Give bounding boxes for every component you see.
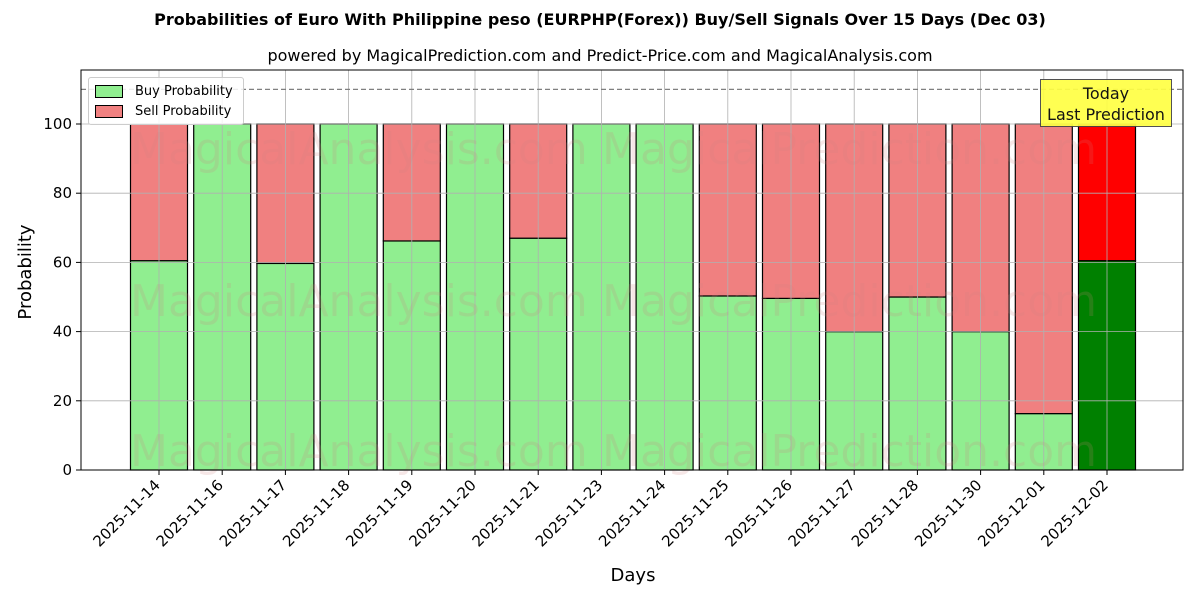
y-tick-label: 100	[43, 115, 72, 133]
y-tick-label: 60	[53, 253, 72, 271]
x-tick-label: 2025-11-24	[595, 476, 669, 550]
watermark-text: MagicalPrediction.com	[602, 276, 1097, 327]
x-tick-label: 2025-11-27	[785, 476, 859, 550]
chart-subtitle: powered by MagicalPrediction.com and Pre…	[267, 46, 933, 65]
y-axis-label: Probability	[15, 224, 36, 319]
x-tick-label: 2025-11-18	[279, 476, 353, 550]
watermark-text: MagicalPrediction.com	[602, 124, 1097, 175]
x-tick-label: 2025-11-14	[89, 476, 163, 550]
legend: Buy Probability Sell Probability	[88, 77, 244, 125]
y-tick-label: 40	[53, 323, 72, 341]
legend-label-sell: Sell Probability	[135, 103, 232, 119]
annotation-line-1: Today	[1082, 84, 1130, 103]
x-tick-label: 2025-11-20	[405, 476, 479, 550]
x-tick-label: 2025-11-30	[911, 476, 985, 550]
x-tick-label: 2025-11-23	[532, 476, 606, 550]
legend-item-buy: Buy Probability	[95, 83, 233, 99]
sell-swatch	[95, 104, 123, 118]
watermark-text: MagicalAnalysis.com	[130, 426, 588, 477]
y-tick-label: 20	[53, 392, 72, 410]
chart-title: Probabilities of Euro With Philippine pe…	[154, 10, 1046, 29]
x-tick-label: 2025-11-16	[153, 476, 227, 550]
buy-swatch	[95, 84, 123, 98]
y-tick-label: 0	[62, 461, 72, 479]
plot-frame	[80, 69, 1184, 471]
watermark-text: MagicalAnalysis.com	[130, 124, 588, 175]
legend-item-sell: Sell Probability	[95, 103, 231, 119]
x-tick-label: 2025-12-01	[974, 476, 1048, 550]
x-tick-label: 2025-11-21	[469, 476, 543, 550]
x-tick-label: 2025-12-02	[1037, 476, 1111, 550]
x-tick-label: 2025-11-17	[216, 476, 290, 550]
x-tick-label: 2025-11-19	[342, 476, 416, 550]
watermark-text: MagicalAnalysis.com	[130, 276, 588, 327]
x-tick-label: 2025-11-28	[848, 476, 922, 550]
annotation-line-2: Last Prediction	[1047, 105, 1165, 124]
y-tick-label: 80	[53, 184, 72, 202]
x-tick-label: 2025-11-26	[721, 476, 795, 550]
x-axis-label: Days	[611, 565, 656, 586]
watermark-text: MagicalPrediction.com	[602, 426, 1097, 477]
today-annotation: Today Last Prediction	[1040, 79, 1172, 127]
legend-label-buy: Buy Probability	[135, 83, 233, 99]
x-tick-label: 2025-11-25	[658, 476, 732, 550]
